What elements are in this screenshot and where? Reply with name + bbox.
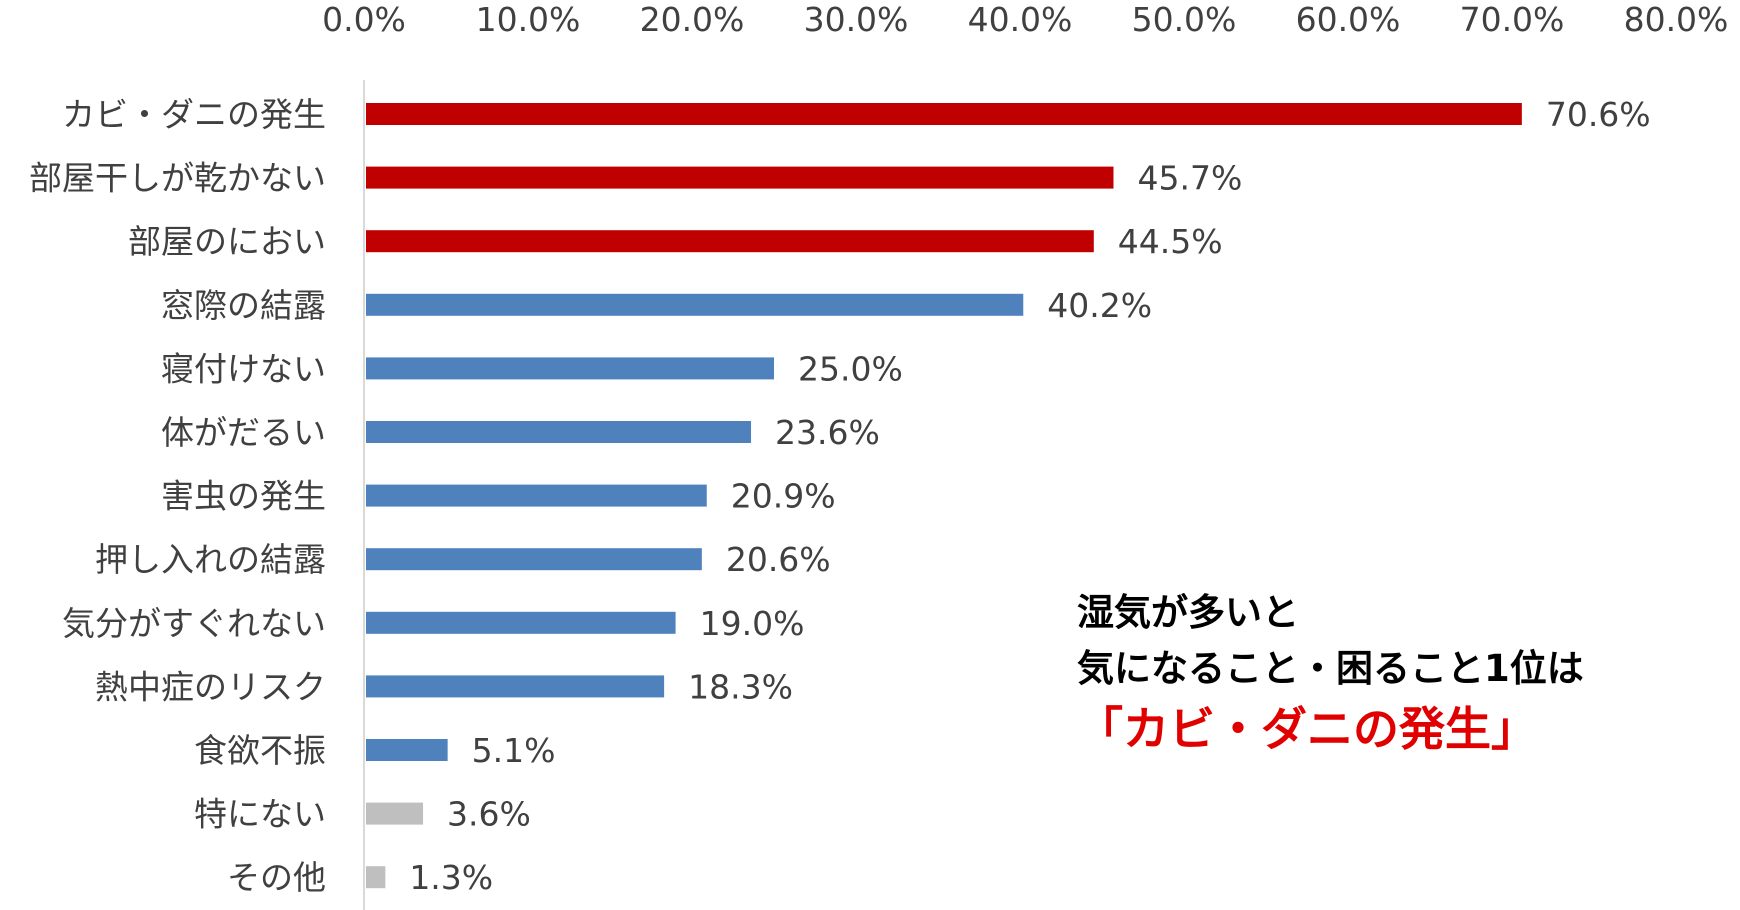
category-label: 寝付けない — [161, 349, 326, 388]
bar — [366, 357, 774, 380]
value-label: 40.2% — [1047, 286, 1152, 325]
category-labels: カビ・ダニの発生部屋干しが乾かない部屋のにおい窓際の結露寝付けない体がだるい害虫… — [29, 95, 326, 897]
x-tick-label: 60.0% — [1296, 0, 1401, 39]
callout-line-1: 湿気が多いと — [1077, 591, 1299, 634]
x-axis-ticks: 0.0% 10.0% 20.0% 30.0% 40.0% 50.0% 60.0% 70.0% 8… — [322, 0, 1728, 39]
value-label: 1.3% — [409, 858, 493, 897]
bar — [366, 230, 1094, 253]
value-label: 23.6% — [775, 413, 880, 452]
bar — [366, 739, 448, 761]
x-tick-label: 40.0% — [968, 0, 1073, 39]
value-label: 44.5% — [1118, 222, 1223, 261]
x-tick-label: 30.0% — [804, 0, 909, 39]
value-label: 19.0% — [700, 604, 805, 643]
category-label: その他 — [227, 858, 326, 897]
category-label: 害虫の発生 — [161, 477, 326, 516]
x-tick-label: 20.0% — [640, 0, 745, 39]
x-tick-label: 80.0% — [1624, 0, 1729, 39]
x-tick-label: 10.0% — [476, 0, 581, 39]
value-label: 5.1% — [472, 731, 556, 770]
bar — [366, 611, 676, 634]
category-label: 部屋干しが乾かない — [29, 159, 326, 198]
bar — [366, 166, 1114, 189]
bar — [366, 548, 702, 571]
value-label: 45.7% — [1137, 159, 1242, 198]
category-label: 部屋のにおい — [128, 222, 326, 261]
bar — [366, 103, 1522, 125]
value-label: 70.6% — [1546, 95, 1651, 134]
callout-highlight: 「カビ・ダニの発生」 — [1077, 702, 1537, 756]
category-label: 押し入れの結露 — [95, 540, 326, 579]
category-label: 熱中症のリスク — [95, 667, 326, 706]
value-label: 18.3% — [688, 667, 793, 706]
bar — [366, 866, 386, 889]
callout-text: 湿気が多いと 気になること・困ること1位は 「カビ・ダニの発生」 — [1077, 585, 1717, 761]
value-labels: 70.6% 45.7% 44.5% 40.2% 25.0% 23.6% 20.9% 20.6%… — [409, 95, 1650, 897]
bar — [366, 484, 707, 507]
value-label: 20.9% — [731, 477, 836, 516]
category-label: 気分がすぐれない — [62, 604, 326, 643]
bar — [366, 802, 424, 825]
bars-group — [366, 103, 1522, 889]
value-label: 20.6% — [726, 540, 831, 579]
category-label: 食欲不振 — [194, 731, 326, 770]
x-tick-label: 0.0% — [322, 0, 406, 39]
callout-line-2: 気になること・困ること1位は — [1077, 647, 1584, 690]
category-label: 体がだるい — [161, 413, 326, 452]
value-label: 3.6% — [447, 795, 531, 834]
value-label: 25.0% — [798, 349, 903, 388]
category-label: カビ・ダニの発生 — [62, 95, 326, 134]
category-label: 特にない — [194, 795, 326, 834]
category-label: 窓際の結露 — [161, 286, 326, 325]
x-tick-label: 50.0% — [1132, 0, 1237, 39]
x-tick-label: 70.0% — [1460, 0, 1565, 39]
bar — [366, 675, 665, 698]
bar — [366, 421, 752, 443]
bar — [366, 293, 1024, 316]
